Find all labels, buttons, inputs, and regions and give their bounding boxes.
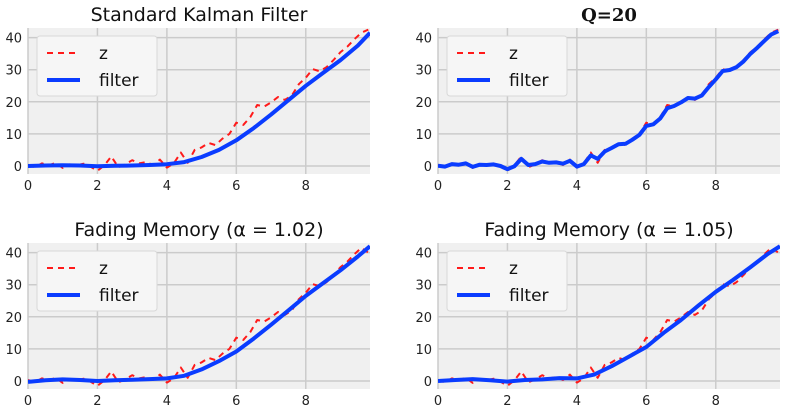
y-tick-label: 40 (415, 247, 432, 262)
subplot-2: 0 2 4 6 8 0 10 20 30 40 Q=20 z filter (415, 5, 780, 194)
y-tick-label: 10 (415, 128, 432, 143)
legend-box (36, 35, 158, 97)
legend-label-z: z (509, 259, 518, 279)
x-tick-label: 2 (93, 179, 101, 194)
y-tick-label: 20 (415, 96, 432, 111)
y-tick-label: 10 (5, 128, 22, 143)
legend-label-z: z (509, 44, 518, 64)
legend: z filter (446, 250, 568, 312)
x-tick-label: 8 (712, 179, 720, 194)
y-tick-label: 10 (415, 343, 432, 358)
y-tick-label: 30 (415, 279, 432, 294)
y-tick-label: 40 (415, 32, 432, 47)
x-tick-label: 6 (232, 179, 240, 194)
legend: z filter (36, 250, 158, 312)
x-tick-label: 2 (503, 394, 511, 409)
legend-label-filter: filter (99, 71, 139, 91)
x-tick-label: 2 (93, 394, 101, 409)
x-tick-label: 4 (163, 179, 171, 194)
legend: z filter (446, 35, 568, 97)
legend-label-filter: filter (509, 71, 549, 91)
y-tick-label: 20 (5, 311, 22, 326)
chart-title: Standard Kalman Filter (91, 4, 308, 26)
subplot-1: 0 2 4 6 8 0 10 20 30 40 Standard Kalman Filter z fil… (5, 4, 370, 194)
series-line-filter (438, 29, 780, 172)
subplot-3: 0 2 4 6 8 0 10 20 30 40 Fading Memory (α = 1.02) zf… (5, 219, 370, 409)
chart-title: Fading Memory (α = 1.05) (484, 219, 733, 241)
series-line-filter (28, 31, 370, 169)
x-tick-label: 2 (503, 179, 511, 194)
x-tick-label: 0 (24, 179, 32, 194)
x-tick-label: 0 (24, 394, 32, 409)
legend-label-filter: filter (509, 286, 549, 306)
y-tick-label: 30 (5, 64, 22, 79)
y-tick-label: 0 (424, 160, 432, 175)
x-tick-label: 4 (163, 394, 171, 409)
legend-label-filter: filter (99, 286, 139, 306)
legend-box (446, 250, 568, 312)
y-tick-label: 30 (415, 64, 432, 79)
legend-label-z: z (99, 44, 108, 64)
y-tick-label: 0 (14, 375, 22, 390)
y-tick-label: 0 (14, 160, 22, 175)
y-tick-label: 30 (5, 279, 22, 294)
legend: z filter (36, 35, 158, 97)
x-tick-label: 6 (642, 179, 650, 194)
y-tick-label: 40 (5, 32, 22, 47)
x-tick-label: 0 (434, 179, 442, 194)
legend-box (446, 35, 568, 97)
chart-title: Q=20 (581, 5, 637, 26)
x-tick-label: 6 (232, 394, 240, 409)
x-tick-label: 8 (302, 394, 310, 409)
y-tick-label: 0 (424, 375, 432, 390)
series-line-filter (438, 244, 780, 384)
x-tick-label: 8 (712, 394, 720, 409)
subplot-4: 0 2 4 6 8 0 10 20 30 40 Fading Memory (α = 1.05) zf… (415, 219, 780, 409)
legend-label-z: z (99, 259, 108, 279)
y-tick-label: 10 (5, 343, 22, 358)
x-tick-label: 4 (573, 179, 581, 194)
legend-box (36, 250, 158, 312)
y-tick-label: 20 (415, 311, 432, 326)
y-tick-label: 40 (5, 247, 22, 262)
x-tick-label: 8 (302, 179, 310, 194)
chart-title: Fading Memory (α = 1.02) (74, 219, 323, 241)
y-tick-label: 20 (5, 96, 22, 111)
x-tick-label: 6 (642, 394, 650, 409)
x-tick-label: 4 (573, 394, 581, 409)
x-tick-label: 0 (434, 394, 442, 409)
series-line-filter (28, 244, 370, 384)
